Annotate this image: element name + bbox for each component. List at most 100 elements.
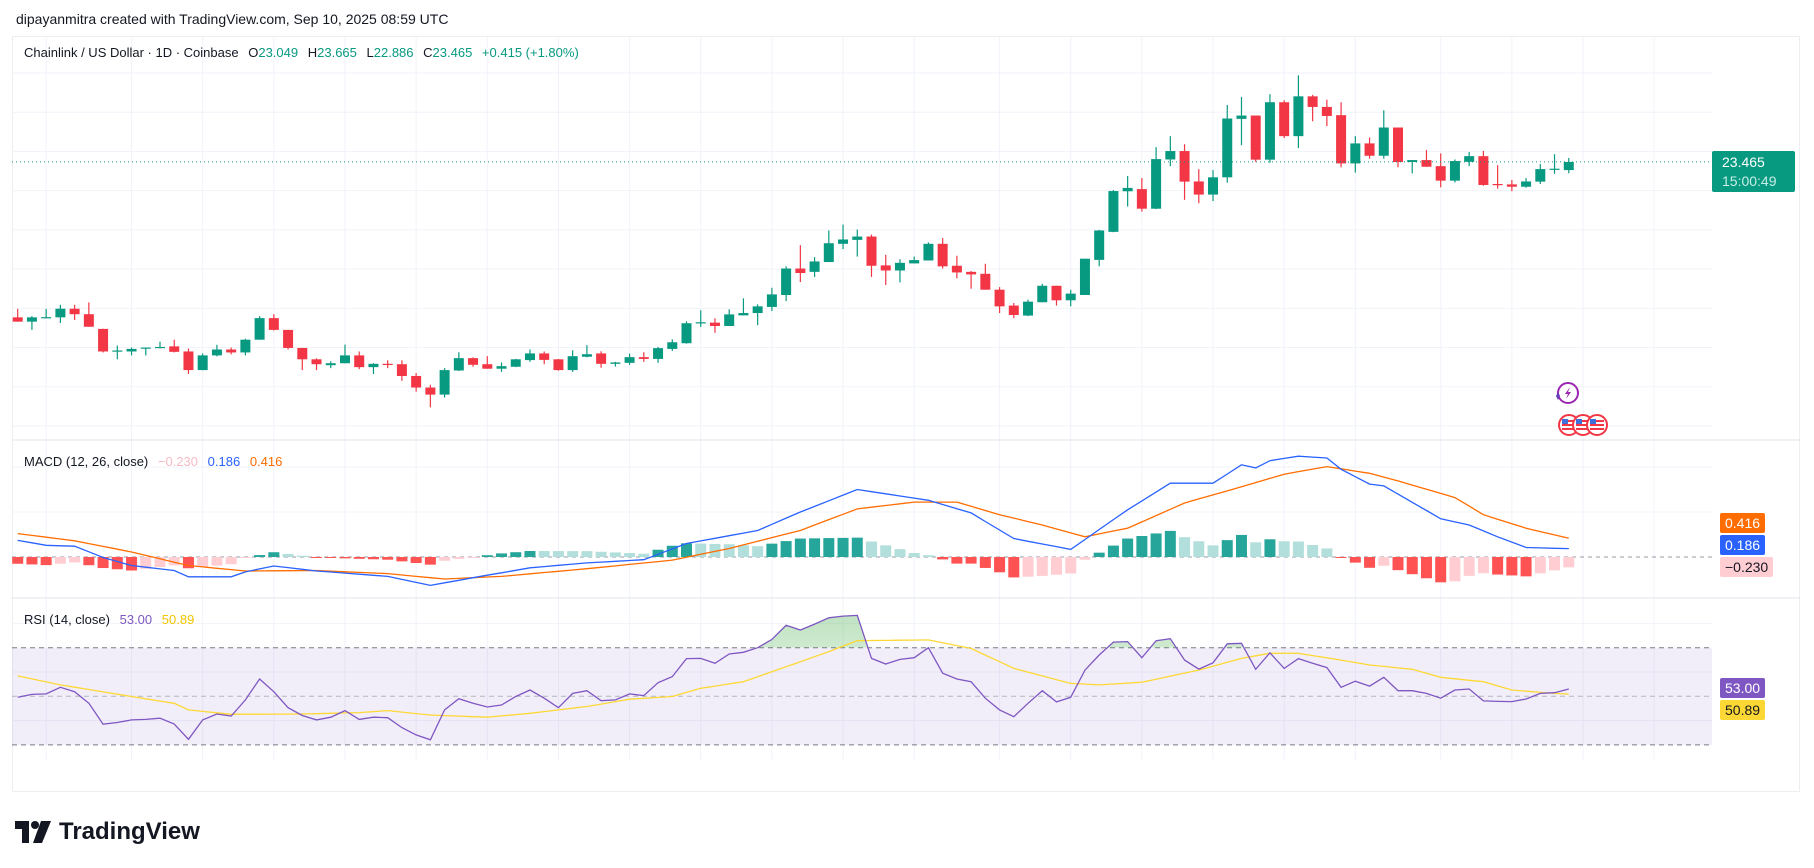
candle xyxy=(496,362,507,372)
candle-body xyxy=(581,354,592,357)
macd-histogram-bar xyxy=(1079,557,1091,560)
macd-histogram-bar xyxy=(410,557,422,563)
candle xyxy=(553,358,564,371)
candle xyxy=(1307,94,1318,122)
macd-histogram-bar xyxy=(1250,542,1262,557)
candle-body xyxy=(1279,102,1290,137)
candle xyxy=(396,360,407,381)
candle-body xyxy=(866,236,877,266)
macd-histogram-bar xyxy=(624,553,636,557)
candle-body xyxy=(596,353,607,364)
candle xyxy=(1449,159,1460,183)
candle-body xyxy=(667,342,678,349)
candle-body xyxy=(1179,151,1190,182)
macd-histogram-bar xyxy=(638,553,650,557)
macd-histogram-bar xyxy=(239,557,251,558)
candle-body xyxy=(724,314,735,326)
macd-histogram-bar xyxy=(168,557,180,566)
macd-histogram-bar xyxy=(666,545,678,557)
macd-histogram-bar xyxy=(951,557,963,564)
us-flag-event-icon[interactable] xyxy=(1558,414,1608,436)
candle-body xyxy=(1079,258,1090,295)
macd-histogram-bar xyxy=(1349,557,1361,563)
histogram-badge: −0.230 xyxy=(1720,557,1774,577)
price-legend: Chainlink / US Dollar · 1D · Coinbase O2… xyxy=(24,45,585,60)
candle xyxy=(1179,144,1190,200)
candle xyxy=(1208,170,1219,202)
candle xyxy=(681,321,692,344)
candle xyxy=(951,255,962,279)
candle xyxy=(1492,165,1503,189)
candle-body xyxy=(1378,127,1389,156)
candle xyxy=(1364,137,1375,159)
candle-body xyxy=(311,359,322,365)
candle-body xyxy=(681,323,692,344)
candle xyxy=(1065,289,1076,307)
candle-body xyxy=(425,387,436,395)
candle-body xyxy=(1037,285,1048,303)
macd-histogram-bar xyxy=(225,557,237,565)
candle-body xyxy=(26,317,37,322)
candle xyxy=(524,349,535,362)
candle xyxy=(26,316,37,330)
tradingview-logo[interactable]: TradingView xyxy=(15,818,200,846)
candle-body xyxy=(69,308,80,315)
candle xyxy=(98,328,109,353)
candle xyxy=(1165,136,1176,167)
candle-body xyxy=(894,262,905,271)
candle xyxy=(1521,178,1532,188)
candle xyxy=(1421,150,1432,167)
high-label: H xyxy=(307,45,318,60)
candle-body xyxy=(12,317,23,322)
macd-histogram-bar xyxy=(296,555,308,557)
candle-body xyxy=(951,265,962,273)
candle xyxy=(1321,99,1332,127)
rsi-title[interactable]: RSI (14, close) xyxy=(24,612,110,627)
candle-body xyxy=(368,363,379,368)
macd-histogram-bar xyxy=(880,545,892,557)
candle-body xyxy=(1549,168,1560,170)
candle xyxy=(468,357,479,367)
macd-histogram-bar xyxy=(908,553,920,557)
macd-histogram-bar xyxy=(1050,557,1062,575)
candle xyxy=(1478,150,1489,186)
open-label: O xyxy=(248,45,259,60)
candle-body xyxy=(1094,230,1105,260)
candle xyxy=(1264,94,1275,163)
macd-histogram-bar xyxy=(538,551,550,557)
macd-pane xyxy=(12,455,1712,587)
macd-histogram-bar xyxy=(1335,557,1347,558)
macd-histogram-bar xyxy=(766,543,778,557)
macd-histogram-bar xyxy=(424,557,436,565)
lightning-sparkle-icon[interactable] xyxy=(1556,382,1579,404)
macd-histogram-bar xyxy=(723,544,735,557)
candle xyxy=(69,304,80,321)
candle-body xyxy=(83,314,94,327)
candle-body xyxy=(55,308,66,318)
macd-histogram-bar xyxy=(282,553,294,557)
candle-body xyxy=(653,348,664,359)
rsi-pane xyxy=(12,614,1712,746)
candle-body xyxy=(1350,143,1361,164)
candle xyxy=(12,308,23,322)
macd-histogram-bar xyxy=(367,557,379,560)
macd-histogram-bar xyxy=(1036,557,1048,576)
macd-title[interactable]: MACD (12, 26, close) xyxy=(24,454,149,469)
macd-histogram-bar xyxy=(1321,548,1333,557)
candle xyxy=(439,368,450,398)
candle xyxy=(1563,158,1574,174)
macd-histogram-bar xyxy=(1008,557,1020,578)
symbol-title[interactable]: Chainlink / US Dollar · 1D · Coinbase xyxy=(24,45,239,60)
rsi-legend: RSI (14, close) 53.00 50.89 xyxy=(24,612,200,627)
macd-histogram-bar xyxy=(1207,545,1219,557)
macd-histogram-bar xyxy=(1534,557,1546,574)
macd-histogram-bar xyxy=(652,549,664,557)
candle-body xyxy=(1122,187,1133,192)
candle xyxy=(169,339,180,353)
candle-body xyxy=(752,306,763,314)
candle-body xyxy=(197,355,208,371)
candle xyxy=(1136,178,1147,212)
candle-body xyxy=(1506,184,1517,187)
macd-histogram-bar xyxy=(1278,541,1290,557)
